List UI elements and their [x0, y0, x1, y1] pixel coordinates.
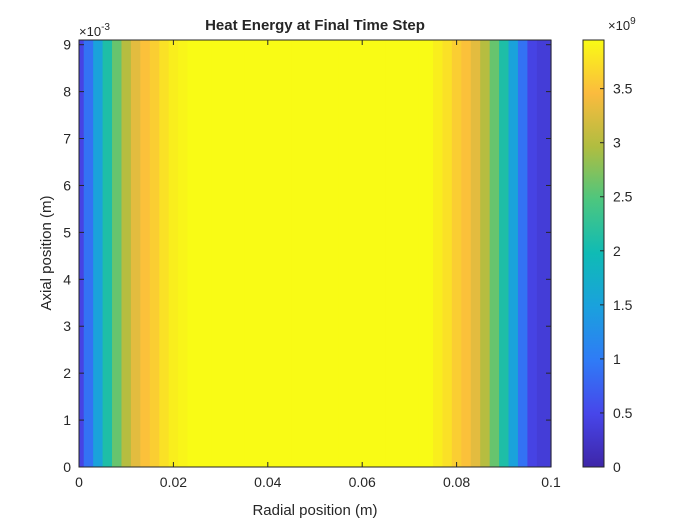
heat-cell-0: [79, 40, 85, 467]
heat-cell-2: [93, 40, 104, 467]
chart-title: Heat Energy at Final Time Step: [205, 17, 425, 34]
colorbar-gradient: [582, 39, 605, 468]
heat-cell-26: [489, 40, 500, 467]
heat-cell-9: [159, 40, 170, 467]
colorbar-exponent-base: ×10: [608, 18, 630, 33]
heat-cell-31: [536, 40, 547, 467]
heat-cell-24: [470, 40, 481, 467]
heat-cell-5: [121, 40, 132, 467]
y-tick-label: 3: [63, 318, 71, 334]
heat-cell-27: [499, 40, 510, 467]
plot-area: 0 0.02 0.04 0.06 0.08 0.1 0 1 2 3 4 5 6 7 8 9: [63, 37, 561, 490]
y-axis-label: Axial position (m): [38, 195, 55, 310]
plot-frame: [78, 39, 552, 468]
heat-cell-8: [149, 40, 160, 467]
x-tick-label: 0.02: [160, 474, 187, 490]
svg-text:×109: ×109: [608, 16, 636, 33]
heat-cell-17: [338, 40, 387, 467]
y-tick-label: 5: [63, 224, 71, 240]
colorbar-ticks: 0 0.5 1 1.5 2 2.5 3 3.5: [600, 81, 633, 475]
y-axis-ticks: 0 1 2 3 4 5 6 7 8 9: [63, 37, 551, 475]
y-tick-label: 0: [63, 459, 71, 475]
heat-cell-12: [187, 40, 198, 467]
heat-cell-29: [517, 40, 528, 467]
heat-cell-22: [451, 40, 462, 467]
heat-cell-14: [211, 40, 245, 467]
heat-cell-23: [461, 40, 472, 467]
heat-cell-21: [442, 40, 453, 467]
heat-cell-25: [480, 40, 491, 467]
heat-cell-6: [130, 40, 141, 467]
colorbar-tick-label: 3.5: [613, 81, 633, 97]
colorbar-tick-label: 2.5: [613, 189, 633, 205]
heat-cell-32: [546, 40, 552, 467]
heat-cell-11: [178, 40, 189, 467]
colorbar-tick-label: 0.5: [613, 405, 633, 421]
heat-cell-19: [418, 40, 434, 467]
y-tick-label: 1: [63, 412, 71, 428]
y-tick-label: 4: [63, 271, 71, 287]
colorbar-tick-label: 3: [613, 135, 621, 151]
y-exponent-power: -3: [101, 22, 110, 33]
heat-cell-10: [168, 40, 179, 467]
heat-cell-30: [527, 40, 538, 467]
x-tick-label: 0.04: [254, 474, 281, 490]
heat-cell-15: [244, 40, 292, 467]
heat-cell-3: [102, 40, 113, 467]
heat-cell-20: [433, 40, 444, 467]
y-tick-label: 7: [63, 131, 71, 147]
x-axis-label: Radial position (m): [252, 502, 377, 519]
x-tick-label: 0.06: [349, 474, 376, 490]
heat-cell-16: [291, 40, 340, 467]
y-tick-label: 8: [63, 84, 71, 100]
y-tick-label: 9: [63, 37, 71, 53]
y-axis-exponent: ×10-3: [79, 22, 110, 39]
y-exponent-base: ×10: [79, 24, 101, 39]
colorbar-tick-label: 1: [613, 351, 621, 367]
colorbar-tick-label: 2: [613, 243, 621, 259]
y-tick-label: 2: [63, 365, 71, 381]
colorbar-tick-label: 0: [613, 459, 621, 475]
x-tick-label: 0: [75, 474, 83, 490]
x-tick-label: 0.08: [443, 474, 470, 490]
colorbar: 0 0.5 1 1.5 2 2.5 3 3.5 ×109: [582, 16, 636, 475]
heat-cell-7: [140, 40, 151, 467]
colorbar-exponent-power: 9: [630, 16, 636, 27]
svg-text:×10-3: ×10-3: [79, 22, 110, 39]
x-axis-ticks: 0 0.02 0.04 0.06 0.08 0.1: [75, 40, 561, 490]
colorbar-tick-label: 1.5: [613, 297, 633, 313]
heat-cell-18: [385, 40, 420, 467]
heat-cell-13: [197, 40, 212, 467]
heat-cell-1: [83, 40, 94, 467]
heat-cell-4: [112, 40, 123, 467]
x-tick-label: 0.1: [541, 474, 561, 490]
y-tick-label: 6: [63, 177, 71, 193]
heat-cell-28: [508, 40, 519, 467]
heat-cells: [79, 40, 552, 467]
